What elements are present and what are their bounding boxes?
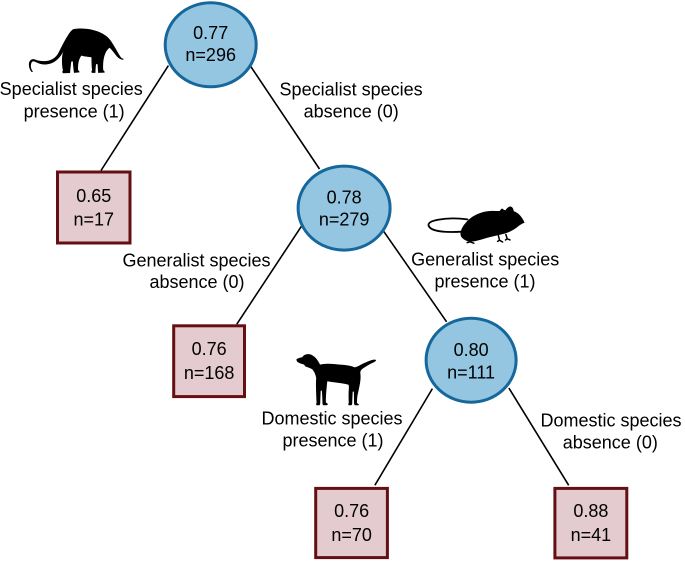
svg-text:n=41: n=41 xyxy=(571,525,612,545)
svg-text:0.76: 0.76 xyxy=(334,501,369,521)
svg-text:0.78: 0.78 xyxy=(327,188,362,208)
svg-text:0.88: 0.88 xyxy=(573,501,608,521)
svg-text:presence (1): presence (1) xyxy=(434,272,535,292)
svg-text:n=17: n=17 xyxy=(74,210,115,230)
svg-text:Domestic species: Domestic species xyxy=(540,411,681,431)
svg-text:Domestic species: Domestic species xyxy=(261,409,402,429)
svg-text:n=279: n=279 xyxy=(319,210,370,230)
svg-text:presence (1): presence (1) xyxy=(24,101,125,121)
svg-text:absence (0): absence (0) xyxy=(149,272,244,292)
svg-text:Specialist species: Specialist species xyxy=(0,79,143,99)
svg-text:Generalist species: Generalist species xyxy=(411,250,559,270)
svg-text:0.65: 0.65 xyxy=(76,186,111,206)
svg-text:n=168: n=168 xyxy=(184,363,235,383)
svg-text:absence (0): absence (0) xyxy=(304,102,399,122)
svg-text:Generalist species: Generalist species xyxy=(122,250,270,270)
svg-text:0.80: 0.80 xyxy=(454,340,489,360)
svg-text:Specialist species: Specialist species xyxy=(280,80,423,100)
svg-text:0.77: 0.77 xyxy=(193,23,228,43)
svg-text:0.76: 0.76 xyxy=(192,339,227,359)
svg-text:n=296: n=296 xyxy=(185,45,236,65)
svg-text:n=111: n=111 xyxy=(447,363,495,383)
svg-text:absence (0): absence (0) xyxy=(563,433,658,453)
svg-text:presence (1): presence (1) xyxy=(282,431,383,451)
svg-text:n=70: n=70 xyxy=(331,525,372,545)
